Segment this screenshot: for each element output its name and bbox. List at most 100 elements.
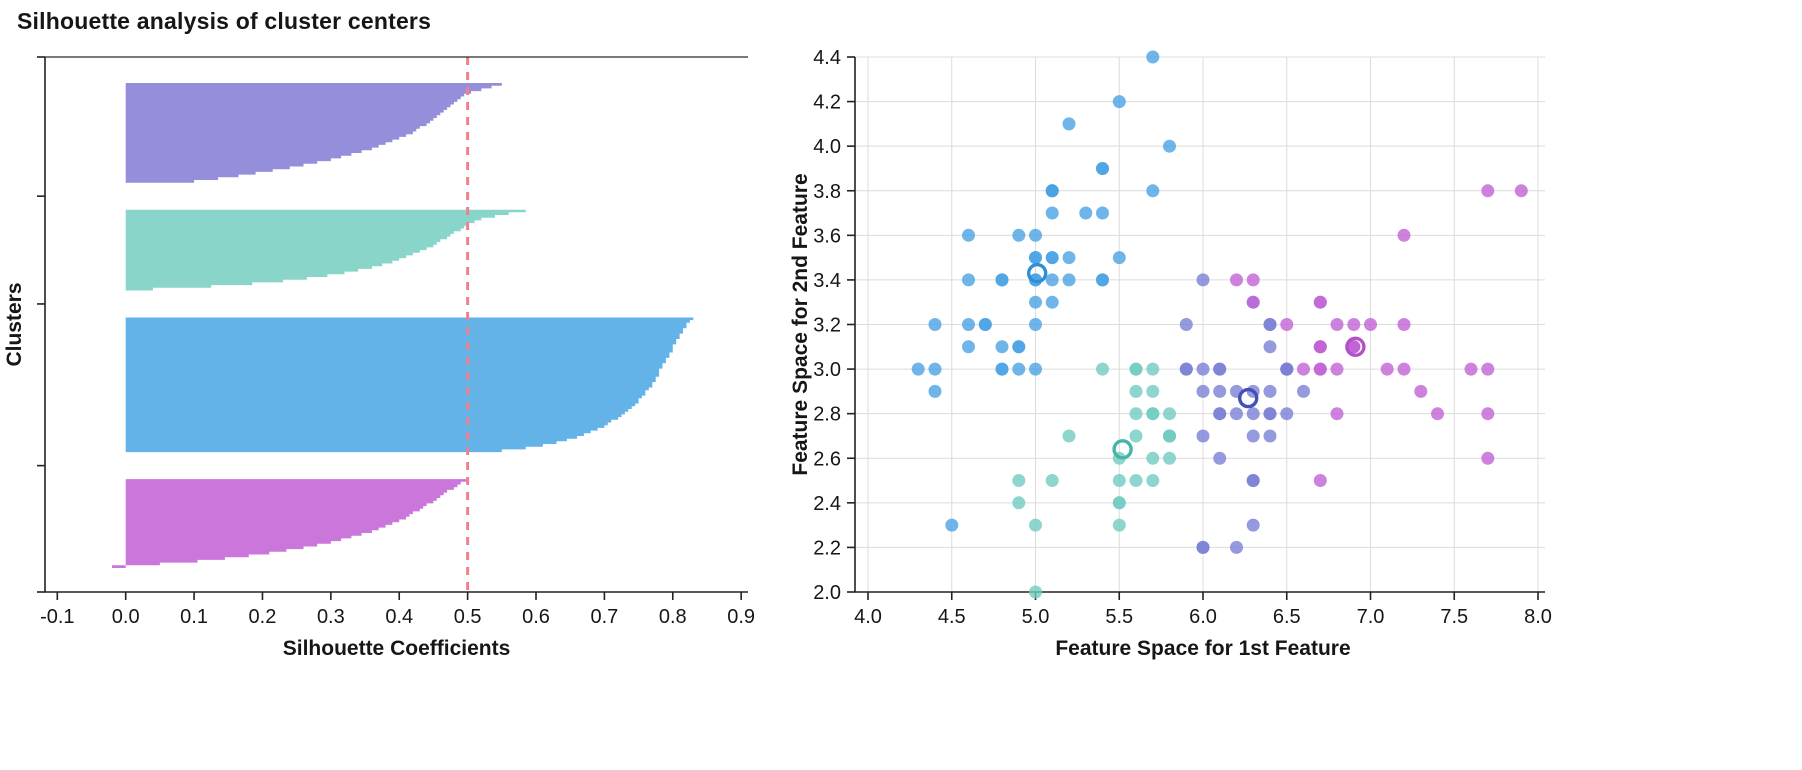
y-tick-label: 3.4 bbox=[813, 270, 841, 292]
scatter-point bbox=[995, 340, 1009, 354]
y-tick-label: 3.6 bbox=[813, 225, 841, 247]
scatter-point bbox=[1313, 295, 1327, 309]
x-tick-label: 4.0 bbox=[854, 606, 882, 628]
scatter-point bbox=[1246, 407, 1260, 421]
y-tick-label: 4.2 bbox=[813, 92, 841, 114]
scatter-point bbox=[1012, 340, 1026, 354]
scatter-point bbox=[1364, 318, 1377, 331]
scatter-point bbox=[962, 273, 975, 287]
scatter-point bbox=[1112, 518, 1126, 532]
x-tick-label: 0.9 bbox=[727, 606, 755, 628]
scatter-point bbox=[1062, 273, 1076, 287]
scatter-point bbox=[1263, 318, 1277, 331]
scatter-point bbox=[1129, 362, 1143, 376]
x-tick-label: 0.6 bbox=[522, 606, 550, 628]
x-tick-label: 5.5 bbox=[1105, 606, 1133, 628]
y-tick-label: 2.2 bbox=[813, 537, 841, 559]
scatter-point bbox=[978, 318, 992, 331]
x-tick-label: 7.5 bbox=[1440, 606, 1468, 628]
scatter-point bbox=[1213, 362, 1227, 376]
x-tick-label: 0.1 bbox=[180, 606, 208, 628]
x-tick-label: 7.0 bbox=[1357, 606, 1385, 628]
silhouette-cluster-blue bbox=[125, 317, 694, 453]
scatter-point bbox=[1029, 518, 1042, 532]
scatter-point bbox=[1129, 429, 1143, 443]
scatter-point bbox=[1146, 50, 1160, 64]
scatter-point bbox=[1246, 474, 1260, 487]
scatter-point bbox=[1196, 273, 1210, 287]
scatter-point bbox=[1230, 540, 1243, 554]
scatter-yaxis-title: Feature Space for 2nd Feature bbox=[790, 173, 812, 475]
scatter-point bbox=[1146, 451, 1160, 465]
scatter-xaxis-title: Feature Space for 1st Feature bbox=[1055, 637, 1350, 660]
cluster-center-marker bbox=[1345, 336, 1366, 357]
scatter-point bbox=[1029, 251, 1042, 265]
scatter-point bbox=[1029, 585, 1042, 599]
silhouette-cluster-magenta bbox=[112, 479, 468, 568]
scatter-point bbox=[1163, 429, 1176, 443]
scatter-point bbox=[1029, 362, 1042, 376]
cluster-center-marker bbox=[1238, 387, 1259, 409]
scatter-point bbox=[1062, 251, 1076, 265]
scatter-point bbox=[1380, 362, 1394, 376]
scatter-point bbox=[1029, 295, 1042, 309]
scatter-point bbox=[1230, 273, 1243, 287]
scatter-point bbox=[1246, 295, 1260, 309]
y-tick-label: 2.0 bbox=[813, 582, 841, 604]
x-tick-label: -0.1 bbox=[40, 606, 74, 628]
silhouette-axes: -0.1 0.0 0.1 0.2 0.3 0.4 0.5 0.6 0.7 0.8 0.9 bbox=[37, 56, 755, 628]
scatter-point bbox=[1196, 362, 1210, 376]
scatter-point bbox=[1347, 340, 1361, 354]
scatter-point bbox=[1096, 273, 1109, 287]
x-tick-label: 5.0 bbox=[1022, 606, 1050, 628]
scatter-point bbox=[1112, 496, 1126, 510]
scatter-point bbox=[928, 362, 942, 376]
x-tick-label: 4.5 bbox=[938, 606, 966, 628]
scatter-point bbox=[1112, 95, 1126, 109]
scatter-point bbox=[1146, 184, 1160, 198]
cluster-center-marker bbox=[1026, 263, 1048, 284]
scatter-point bbox=[1062, 117, 1076, 131]
scatter-point bbox=[1112, 474, 1126, 487]
scatter-point bbox=[1096, 362, 1109, 376]
scatter-point bbox=[1313, 340, 1327, 354]
scatter-point bbox=[1297, 362, 1310, 376]
scatter-point bbox=[928, 384, 942, 398]
scatter-point bbox=[1163, 451, 1176, 465]
scatter-point bbox=[1062, 429, 1076, 443]
scatter-point bbox=[1213, 407, 1227, 421]
scatter-point bbox=[1045, 474, 1059, 487]
scatter-point bbox=[1246, 518, 1260, 532]
scatter-point bbox=[1045, 295, 1059, 309]
gridlines bbox=[855, 56, 1545, 593]
scatter-point bbox=[1397, 362, 1411, 376]
scatter-point bbox=[1045, 184, 1059, 198]
scatter-point bbox=[1045, 206, 1059, 220]
scatter-point bbox=[1213, 451, 1227, 465]
scatter-point bbox=[995, 362, 1009, 376]
scatter-point bbox=[1196, 540, 1210, 554]
scatter-point bbox=[1179, 318, 1193, 331]
scatter-point bbox=[1481, 184, 1495, 198]
x-tick-label: 0.2 bbox=[249, 606, 277, 628]
scatter-point bbox=[995, 273, 1009, 287]
scatter-axes: 4.0 4.5 5.0 5.5 6.0 6.5 7.0 7.5 8.0 2.0 2.2 2.4 2.6 2… bbox=[813, 47, 1552, 628]
x-tick-label: 0.3 bbox=[317, 606, 345, 628]
scatter-point bbox=[1129, 407, 1143, 421]
scatter-point bbox=[1146, 474, 1160, 487]
scatter-point bbox=[1280, 407, 1294, 421]
scatter-point bbox=[945, 518, 959, 532]
scatter-point bbox=[1129, 474, 1143, 487]
scatter-point bbox=[1263, 407, 1277, 421]
scatter-point bbox=[1146, 407, 1160, 421]
scatter-point bbox=[1330, 318, 1344, 331]
silhouette-yaxis-title: Clusters bbox=[3, 282, 26, 366]
scatter-point bbox=[1079, 206, 1093, 220]
scatter-point bbox=[1045, 251, 1059, 265]
y-tick-label: 3.0 bbox=[813, 359, 841, 381]
scatter-point bbox=[1280, 318, 1294, 331]
scatter-point bbox=[1196, 429, 1210, 443]
scatter-point bbox=[1012, 496, 1026, 510]
x-tick-label: 6.5 bbox=[1273, 606, 1301, 628]
